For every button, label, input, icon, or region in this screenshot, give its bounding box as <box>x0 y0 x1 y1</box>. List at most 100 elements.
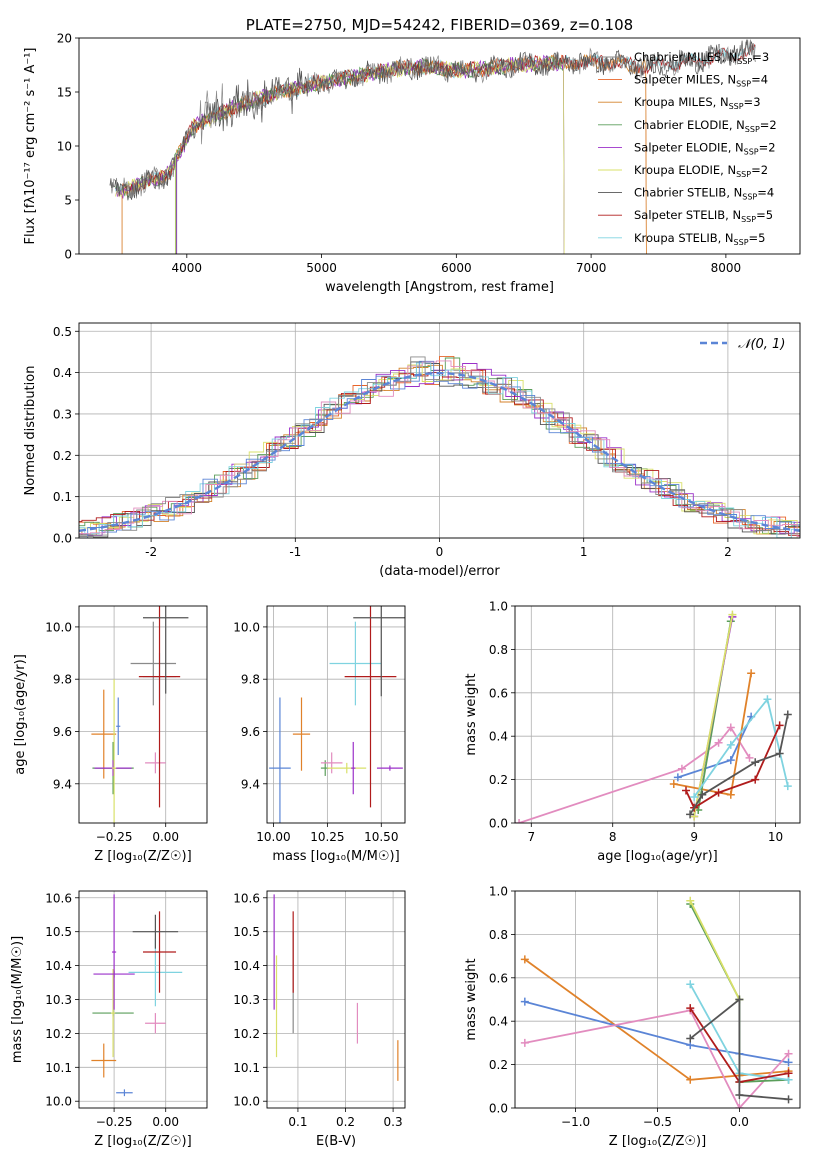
data-point-marker <box>726 740 735 749</box>
y-tick-label: 1.0 <box>489 885 508 899</box>
legend-entry-eq: = <box>749 231 759 245</box>
y-tick-label: 0.3 <box>53 407 72 421</box>
y-tick-label: 10.4 <box>45 959 72 973</box>
plot-area <box>109 39 756 254</box>
data-point-marker <box>747 669 756 678</box>
y-axis-label: mass weight <box>464 673 479 755</box>
histogram-series <box>79 360 800 537</box>
plot-area <box>520 896 793 1108</box>
chart-mw_Z: −1.0 −0.5 0.0 0.0 0.2 0.4 0.6 0.8 1.0 Z [log₁₀(Z/… <box>464 885 801 1149</box>
legend-entry-name: Salpeter STELIB <box>634 208 725 222</box>
y-axis-label: age [log₁₀(age/yr)] <box>13 654 28 775</box>
axes-frame <box>78 605 208 824</box>
data-point-marker <box>686 1004 695 1013</box>
chart-residuals: -2 -1 0 1 2 0.0 0.1 0.2 0.3 0.4 0.5 (data-model)/er… <box>23 322 801 579</box>
y-tick-label: 10.5 <box>233 925 260 939</box>
chart-spectrum: 4000 5000 6000 7000 8000 0 5 10 15 20 wavelength [… <box>23 16 801 295</box>
legend-entry-nssp: 3 <box>762 50 769 64</box>
y-tick-label: 0.6 <box>489 686 508 700</box>
data-point-marker <box>714 738 723 747</box>
data-point-marker <box>677 764 686 773</box>
y-tick-label: 10.2 <box>45 1027 72 1041</box>
legend-entry-prefix: , N <box>718 231 734 245</box>
axes-frame <box>78 890 208 1109</box>
histogram-series <box>79 362 800 538</box>
legend-entry-subscript: SSP <box>744 147 759 156</box>
x-tick-label: 10.25 <box>310 830 344 844</box>
axes-frame <box>266 605 406 824</box>
y-tick-label: 15 <box>57 86 72 100</box>
chart-title: PLATE=2750, MJD=54242, FIBERID=0369, z=0… <box>246 16 633 34</box>
x-tick-label: -1 <box>289 545 301 559</box>
legend-entry-name: Chabrier ELODIE <box>634 118 729 132</box>
axes-frame <box>78 37 801 255</box>
data-point-marker <box>775 749 784 758</box>
x-tick-label: 4000 <box>172 261 203 275</box>
data-point-marker <box>735 1090 744 1099</box>
data-point-marker <box>686 1034 695 1043</box>
x-tick-label: 0.0 <box>730 1115 749 1129</box>
y-tick-label: 0.6 <box>489 971 508 985</box>
y-tick-label: 9.4 <box>241 777 260 791</box>
legend-entry-eq: = <box>751 163 761 177</box>
y-tick-label: 0.4 <box>489 730 508 744</box>
legend-entry-prefix: , N <box>713 95 729 109</box>
spectrum-series-line <box>121 53 647 254</box>
x-tick-label: 10 <box>768 830 783 844</box>
legend-entry-subscript: SSP <box>736 170 751 179</box>
legend-entry-name: Chabrier MILES <box>634 50 721 64</box>
y-tick-label: 0.0 <box>489 817 508 831</box>
x-tick-label: 7 <box>527 830 535 844</box>
y-axis-label: mass [log₁₀(M/M☉)] <box>10 936 25 1063</box>
legend-entry-nssp: 2 <box>768 140 775 154</box>
x-tick-label: 5000 <box>306 261 337 275</box>
legend-entry-subscript: SSP <box>736 80 751 89</box>
axes-frame <box>514 605 801 824</box>
histogram-series <box>79 364 800 536</box>
y-tick-label: 9.4 <box>53 777 72 791</box>
legend-entry-prefix: , N <box>726 186 742 200</box>
x-axis-label: age [log₁₀(age/yr)] <box>597 849 718 864</box>
x-axis-label: (data-model)/error <box>379 564 500 579</box>
data-point-marker <box>763 695 772 704</box>
y-tick-label: 10.1 <box>233 1061 260 1075</box>
data-point-marker <box>515 819 524 823</box>
x-axis-label: wavelength [Angstrom, rest frame] <box>325 280 554 295</box>
y-tick-label: 9.6 <box>241 725 260 739</box>
legend-entry: Kroupa ELODIE, NSSP=2 <box>634 163 768 179</box>
chart-mass_ebv: 0.1 0.2 0.3 10.0 10.1 10.2 10.3 10.4 10.5 10.6 E(B… <box>233 890 406 1149</box>
x-axis-label: mass [log₁₀(M/M☉)] <box>272 849 399 864</box>
data-point-marker <box>726 756 735 765</box>
x-axis-label: E(B-V) <box>316 1134 356 1149</box>
y-tick-label: 10.5 <box>45 925 72 939</box>
legend-entry-subscript: SSP <box>737 57 752 66</box>
data-point-marker <box>784 1069 793 1078</box>
legend-entry-prefix: , N <box>728 140 744 154</box>
data-point-marker <box>520 955 529 964</box>
legend-entry-prefix: , N <box>725 208 741 222</box>
chart-age_mass: 10.00 10.25 10.50 9.4 9.6 9.8 10.0 mass [log₁₀(… <box>233 605 406 864</box>
mass-weight-line <box>693 614 734 817</box>
x-tick-label: 6000 <box>441 261 472 275</box>
data-point-marker <box>686 1075 695 1084</box>
data-point-marker <box>714 788 723 797</box>
legend-entry-prefix: , N <box>720 73 736 87</box>
data-point-marker <box>783 710 792 719</box>
x-tick-label: 9 <box>690 830 698 844</box>
data-point-marker <box>726 723 735 732</box>
x-tick-label: −0.25 <box>96 1115 133 1129</box>
x-tick-label: 7000 <box>576 261 607 275</box>
y-tick-label: 0.2 <box>489 773 508 787</box>
x-tick-label: 1 <box>580 545 588 559</box>
data-point-marker <box>775 721 784 730</box>
y-tick-label: 5 <box>64 194 72 208</box>
y-tick-label: 20 <box>57 32 72 46</box>
y-tick-label: 0.2 <box>489 1058 508 1072</box>
y-tick-label: 0.4 <box>489 1015 508 1029</box>
x-tick-label: 2 <box>724 545 732 559</box>
legend-entry-nssp: 4 <box>767 186 774 200</box>
legend-entry-nssp: 5 <box>758 231 765 245</box>
x-tick-label: 0.3 <box>384 1115 403 1129</box>
y-tick-label: 0.5 <box>53 325 72 339</box>
data-point-marker <box>690 792 699 801</box>
